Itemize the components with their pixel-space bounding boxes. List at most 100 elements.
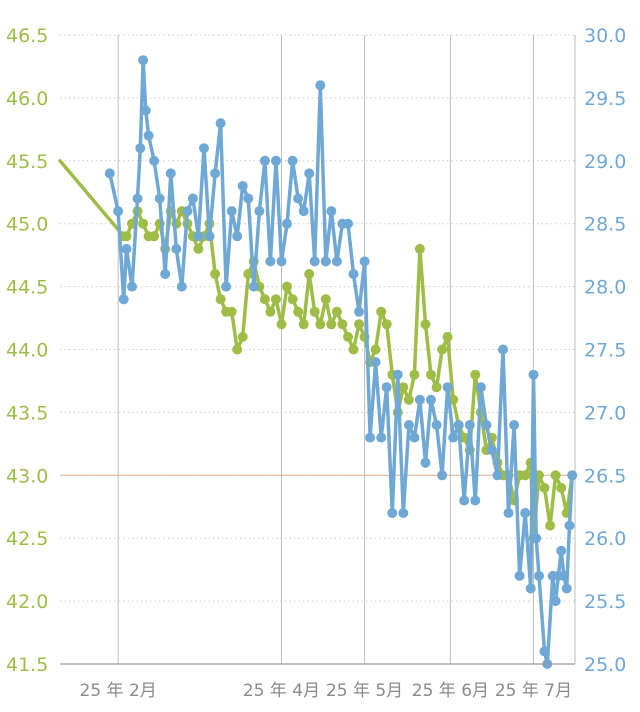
- data-point-left: [381, 319, 392, 330]
- data-point-right: [259, 155, 270, 166]
- data-point-right: [381, 382, 392, 393]
- data-point-right: [282, 218, 292, 229]
- data-point-right: [528, 369, 539, 380]
- x-tick-label: 25 年 7月: [495, 681, 572, 701]
- data-point-left: [326, 319, 337, 330]
- data-point-right: [276, 256, 287, 267]
- data-point-right: [326, 206, 337, 217]
- data-point-right: [376, 432, 387, 443]
- data-point-right: [403, 420, 414, 430]
- data-point-right: [520, 508, 531, 518]
- data-point-left: [282, 281, 292, 292]
- data-point-right: [561, 583, 572, 594]
- data-point-right: [420, 457, 431, 468]
- data-point-right: [464, 420, 475, 430]
- data-point-right: [243, 193, 254, 204]
- x-tick-label: 25 年 4月: [243, 681, 320, 701]
- data-point-right: [135, 143, 146, 154]
- data-point-right: [481, 420, 492, 430]
- data-point-right: [453, 420, 464, 430]
- data-point-right: [121, 243, 132, 254]
- data-point-right: [398, 508, 409, 518]
- data-point-left: [437, 344, 448, 355]
- data-point-right: [287, 155, 298, 166]
- data-point-right: [409, 432, 420, 443]
- data-point-right: [160, 269, 171, 279]
- data-point-left: [539, 482, 550, 493]
- data-point-right: [550, 596, 561, 607]
- data-point-left: [556, 482, 567, 493]
- data-point-right: [331, 256, 342, 267]
- data-point-left: [298, 319, 309, 330]
- data-point-left: [409, 369, 420, 380]
- data-point-right: [525, 583, 536, 594]
- y-left-tick-label: 42.5: [6, 528, 48, 550]
- data-point-left: [309, 306, 320, 317]
- data-point-left: [315, 319, 326, 330]
- data-point-right: [138, 55, 149, 66]
- data-point-right: [475, 382, 486, 393]
- data-point-right: [370, 357, 381, 368]
- data-point-right: [315, 80, 326, 91]
- data-point-right: [199, 143, 209, 154]
- y-left-tick-label: 44.0: [6, 340, 48, 362]
- y-right-tick-label: 27.0: [584, 402, 626, 424]
- data-point-left: [293, 306, 304, 317]
- y-right-tick-label: 26.0: [584, 528, 626, 550]
- data-point-right: [365, 432, 376, 443]
- data-point-left: [287, 294, 298, 305]
- data-point-left: [520, 470, 531, 481]
- data-point-right: [298, 206, 309, 217]
- y-right-tick-label: 29.5: [584, 88, 626, 110]
- y-left-tick-label: 43.0: [6, 465, 48, 487]
- data-point-right: [171, 243, 182, 254]
- y-right-tick-label: 29.0: [584, 151, 626, 173]
- data-point-right: [113, 206, 124, 217]
- data-point-left: [442, 331, 453, 342]
- data-point-right: [176, 281, 187, 292]
- data-point-right: [359, 256, 370, 267]
- y-left-tick-label: 46.5: [6, 25, 48, 47]
- data-point-right: [254, 206, 265, 217]
- data-point-right: [514, 570, 525, 581]
- series-line-right: [108, 58, 574, 666]
- y-left-tick-label: 42.0: [6, 591, 48, 613]
- data-point-left: [265, 306, 276, 317]
- data-point-right: [470, 495, 481, 506]
- y-right-tick-label: 25.0: [584, 654, 626, 676]
- data-point-right: [564, 520, 575, 531]
- data-point-right: [221, 281, 232, 292]
- axis-layer: 41.5 42.0 42.5 43.0 43.5 44.0 44.5 45.0 45.5 46.0…: [6, 25, 626, 701]
- y-right-tick-label: 25.5: [584, 591, 626, 613]
- data-point-right: [531, 533, 542, 544]
- data-point-left: [243, 269, 254, 279]
- x-tick-label: 25 年 2月: [80, 681, 157, 701]
- data-point-right: [104, 168, 115, 179]
- data-point-left: [348, 344, 359, 355]
- data-point-right: [143, 130, 154, 141]
- data-point-left: [431, 382, 442, 393]
- data-point-left: [403, 394, 414, 405]
- data-point-right: [534, 570, 544, 581]
- data-point-left: [550, 470, 561, 481]
- data-point-right: [509, 420, 520, 430]
- data-point-left: [545, 520, 556, 531]
- data-point-right: [226, 206, 237, 217]
- data-point-left: [331, 306, 342, 317]
- data-point-right: [486, 445, 497, 456]
- y-right-tick-label: 27.5: [584, 340, 626, 362]
- data-point-left: [343, 331, 353, 342]
- data-point-right: [556, 545, 567, 556]
- data-point-right: [503, 508, 514, 518]
- data-point-right: [215, 118, 226, 129]
- data-point-right: [118, 294, 129, 305]
- data-point-right: [293, 193, 304, 204]
- y-left-tick-label: 46.0: [6, 88, 48, 110]
- data-point-left: [398, 382, 409, 393]
- data-point-right: [387, 508, 398, 518]
- data-point-left: [414, 243, 425, 254]
- data-point-left: [304, 269, 315, 279]
- data-point-right: [271, 155, 281, 166]
- data-point-right: [248, 281, 259, 292]
- data-point-right: [232, 231, 243, 242]
